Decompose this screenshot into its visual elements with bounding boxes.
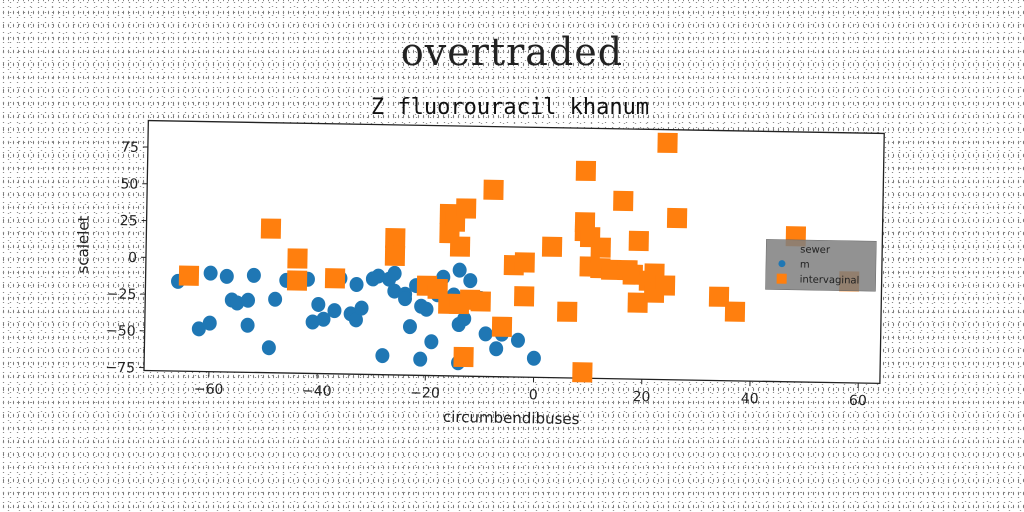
- data-point-intervaginal: [449, 236, 471, 257]
- legend-label-intervaginal: intervaginal: [800, 274, 860, 286]
- data-point-m: [203, 265, 218, 281]
- y-tick-label: 25: [120, 213, 138, 229]
- data-point-intervaginal: [514, 252, 535, 273]
- data-point-intervaginal: [590, 237, 611, 258]
- legend-label-sewer: sewer: [800, 244, 831, 256]
- data-point-m: [268, 291, 283, 307]
- data-point-intervaginal: [601, 259, 622, 281]
- data-point-intervaginal: [575, 160, 597, 182]
- data-point-intervaginal: [557, 301, 578, 322]
- data-point-m: [510, 332, 525, 348]
- x-axis-label: circumbendibuses: [443, 408, 580, 428]
- x-tick-label: 40: [741, 391, 759, 407]
- data-point-m: [413, 351, 428, 367]
- data-point-intervaginal: [628, 230, 649, 252]
- data-point-m: [327, 303, 342, 319]
- data-point-m: [526, 350, 541, 366]
- data-marks: [171, 132, 860, 383]
- data-point-intervaginal: [455, 198, 477, 219]
- x-tick-label: −60: [194, 381, 224, 398]
- data-point-m: [305, 314, 320, 330]
- data-point-intervaginal: [453, 346, 474, 368]
- data-point-m: [191, 321, 206, 337]
- data-point-m: [489, 341, 504, 357]
- data-point-m: [349, 277, 364, 293]
- plot-area: −60 −40 −20 0 20 40 60 −75 −50 −25 0 25 50 75 circum…: [74, 119, 885, 428]
- data-point-intervaginal: [513, 286, 535, 307]
- data-point-m: [230, 295, 245, 311]
- x-tick-label: 60: [849, 393, 867, 409]
- data-point-m: [246, 267, 261, 283]
- data-point-m: [261, 340, 276, 356]
- data-point-intervaginal: [286, 270, 308, 291]
- data-point-intervaginal: [385, 227, 406, 249]
- chart-title: Z fluorouracil khanum: [371, 95, 649, 120]
- x-tick-label: −40: [302, 383, 332, 400]
- data-point-intervaginal: [622, 264, 643, 285]
- data-point-intervaginal: [384, 245, 406, 266]
- legend-box: [765, 239, 877, 292]
- data-point-intervaginal: [491, 316, 513, 337]
- data-point-m: [419, 301, 434, 317]
- data-point-intervaginal: [654, 275, 676, 296]
- data-point-m: [241, 292, 256, 308]
- data-point-m: [316, 311, 331, 327]
- y-tick-label: 50: [120, 176, 138, 192]
- legend-label-m: m: [800, 259, 810, 270]
- data-point-m: [240, 317, 255, 333]
- data-point-m: [202, 315, 217, 331]
- data-point-intervaginal: [627, 292, 648, 313]
- figure-supertitle: overtraded: [400, 30, 624, 74]
- data-point-m: [463, 273, 478, 289]
- x-tick-label: 0: [529, 387, 538, 403]
- y-tick-label: 75: [121, 140, 139, 156]
- y-tick-label: −25: [107, 286, 137, 303]
- y-tick-label: −75: [105, 360, 135, 377]
- y-axis-label: scalelet: [74, 215, 93, 273]
- y-tick-label: −50: [106, 323, 136, 340]
- data-point-m: [478, 326, 493, 342]
- data-point-m: [311, 296, 326, 312]
- y-axis-ticks: −75 −50 −25 0 25 50 75: [105, 140, 148, 377]
- data-point-intervaginal: [178, 265, 200, 286]
- data-point-intervaginal: [724, 301, 746, 322]
- data-point-m: [387, 265, 402, 281]
- data-point-m: [354, 300, 369, 316]
- data-point-intervaginal: [324, 268, 346, 289]
- data-point-m: [402, 319, 417, 335]
- data-point-m: [452, 262, 467, 278]
- y-tick-label: 0: [128, 250, 137, 266]
- data-point-intervaginal: [613, 190, 634, 212]
- data-point-intervaginal: [470, 291, 491, 312]
- data-point-m: [424, 334, 439, 350]
- data-point-intervaginal: [287, 248, 308, 269]
- x-tick-label: −20: [410, 385, 440, 402]
- data-point-intervaginal: [541, 236, 563, 257]
- legend-marker-intervaginal: [776, 273, 787, 284]
- data-point-intervaginal: [483, 179, 504, 201]
- data-point-intervaginal: [572, 362, 593, 383]
- x-tick-label: 20: [632, 389, 650, 405]
- data-point-m: [375, 348, 390, 364]
- data-point-intervaginal: [657, 132, 678, 154]
- data-point-intervaginal: [260, 218, 282, 239]
- legend-marker-m: [778, 260, 786, 268]
- data-point-intervaginal: [666, 207, 688, 229]
- data-point-m: [219, 268, 234, 284]
- legend: sewer m intervaginal: [765, 239, 877, 292]
- data-point-m: [398, 291, 413, 307]
- data-point-m: [387, 283, 402, 299]
- data-point-m: [371, 268, 386, 284]
- data-point-intervaginal: [708, 286, 730, 307]
- data-point-m: [348, 312, 363, 328]
- data-point-m: [457, 311, 472, 327]
- x-axis-ticks: −60 −40 −20 0 20 40 60: [194, 371, 867, 409]
